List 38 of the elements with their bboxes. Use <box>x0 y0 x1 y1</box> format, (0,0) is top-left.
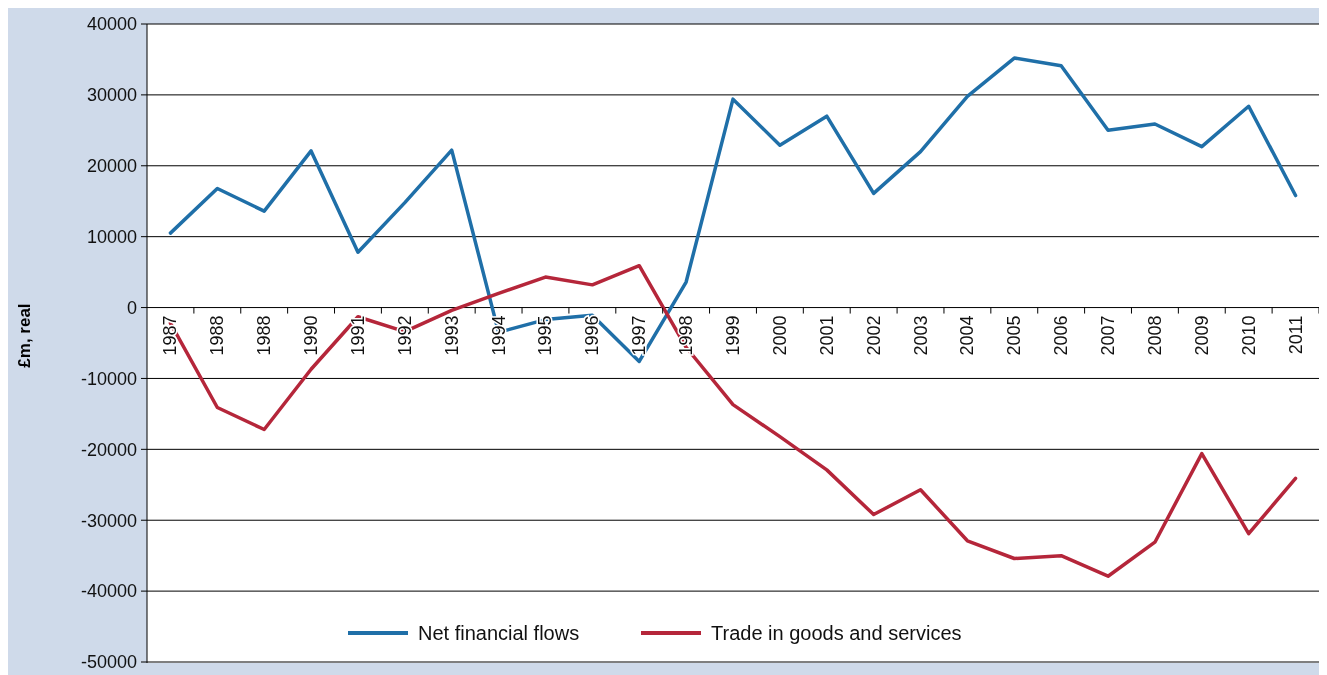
x-tick-label: 1987 <box>160 315 181 356</box>
x-tick-label: 2010 <box>1238 315 1259 356</box>
x-tick-label: 1994 <box>488 315 509 356</box>
x-tick-label: 1996 <box>582 315 603 356</box>
x-tick-label: 1999 <box>723 315 743 356</box>
y-tick-label: -40000 <box>80 581 137 602</box>
x-tick-label: 2011 <box>1285 315 1306 355</box>
x-tick-label: 1990 <box>301 315 322 356</box>
x-tick-label: 2008 <box>1144 315 1165 356</box>
x-tick-label: 2007 <box>1098 315 1119 356</box>
y-tick-label: 30000 <box>86 85 137 106</box>
y-tick-label: -30000 <box>80 510 137 531</box>
x-tick-label: 2004 <box>957 315 978 356</box>
x-tick-label: 2005 <box>1004 315 1025 356</box>
x-tick-label: 2009 <box>1191 315 1212 356</box>
x-tick-label: 2000 <box>769 315 790 356</box>
legend-label: Trade in goods and services <box>711 622 962 644</box>
y-tick-label: 0 <box>126 297 137 318</box>
x-tick-label: 2006 <box>1051 315 1072 356</box>
y-tick-label: -10000 <box>80 368 137 389</box>
y-tick-label: -50000 <box>80 652 137 673</box>
x-tick-label: 2003 <box>910 315 931 356</box>
x-tick-label: 1992 <box>394 315 415 356</box>
y-tick-label: 10000 <box>86 226 137 247</box>
x-tick-label: 1988 <box>254 315 275 356</box>
x-tick-label: 1997 <box>629 315 650 356</box>
x-tick-label: 2001 <box>816 315 837 356</box>
y-tick-label: -20000 <box>80 439 137 460</box>
y-axis-title: £m, real <box>15 303 34 368</box>
x-tick-label: 1988 <box>207 315 228 356</box>
y-tick-label: 40000 <box>86 14 137 35</box>
y-tick-label: 20000 <box>86 156 137 177</box>
x-tick-label: 2002 <box>863 315 884 356</box>
x-tick-label: 1998 <box>676 315 697 356</box>
x-tick-label: 1993 <box>441 315 462 356</box>
x-tick-label: 1991 <box>347 315 368 356</box>
legend-label: Net financial flows <box>418 622 580 644</box>
x-tick-label: 1995 <box>535 315 556 356</box>
